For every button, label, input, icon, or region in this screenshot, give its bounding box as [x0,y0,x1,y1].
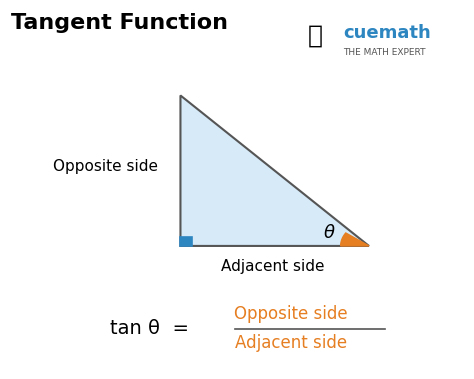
Text: θ: θ [323,224,334,242]
Text: cuemath: cuemath [343,24,431,42]
Text: Tangent Function: Tangent Function [11,13,228,33]
Text: Adjacent side: Adjacent side [235,334,347,352]
Text: tan θ  =: tan θ = [109,319,195,338]
Text: Opposite side: Opposite side [53,160,157,174]
Text: Adjacent side: Adjacent side [220,259,324,274]
Text: THE MATH EXPERT: THE MATH EXPERT [343,49,426,57]
Bar [181,236,192,246]
Polygon shape [341,233,369,246]
Polygon shape [181,96,369,246]
Text: Opposite side: Opposite side [234,305,348,323]
Text: 🚀: 🚀 [307,24,322,48]
